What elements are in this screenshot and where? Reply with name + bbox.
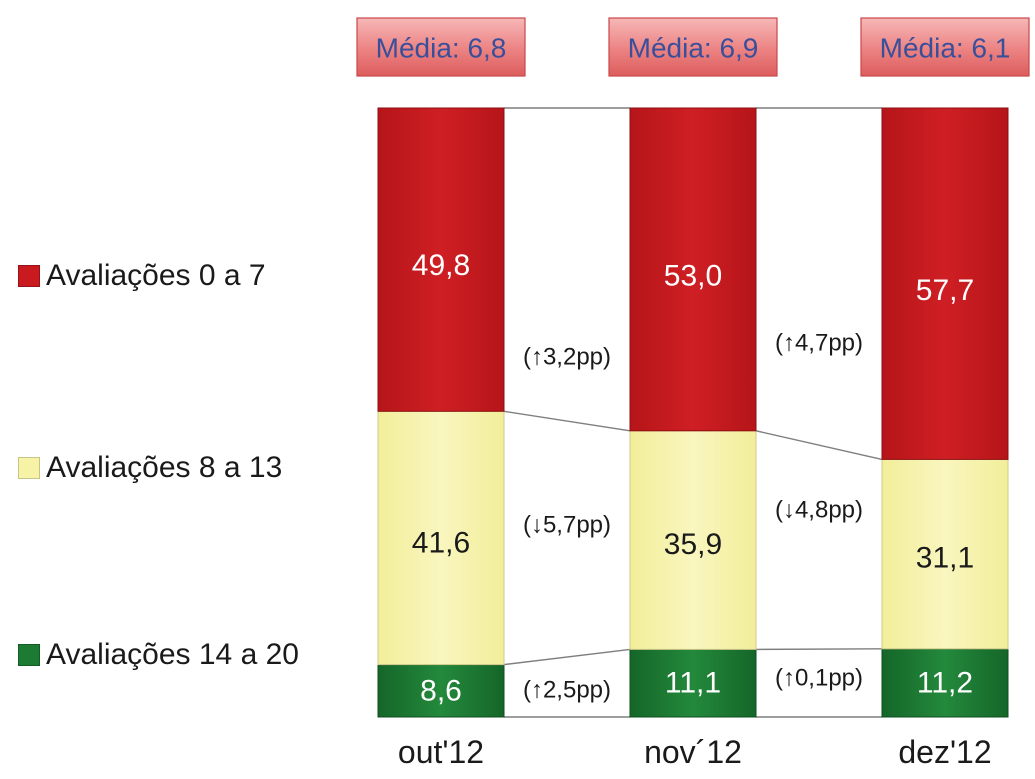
change-label-green-2: (↑0,1pp) — [775, 665, 863, 692]
bar-yellow-nov12 — [629, 430, 757, 650]
data-label-red-out12: 49,8 — [412, 249, 470, 282]
change-label-red-1: (↑3,2pp) — [523, 344, 611, 371]
mean-box-dez12 — [860, 17, 1030, 77]
x-tick-label-out12: out'12 — [398, 734, 484, 770]
connector-line — [755, 430, 883, 461]
change-label-red-2: (↑4,7pp) — [775, 330, 863, 357]
bar-green-nov12 — [629, 648, 757, 718]
x-tick-label-dez12: dez'12 — [898, 734, 991, 770]
legend-label-yellow: Avaliações 8 a 13 — [46, 451, 283, 484]
change-label-green-1: (↑2,5pp) — [523, 677, 611, 704]
data-label-red-nov12: 53,0 — [664, 259, 722, 292]
data-label-red-dez12: 57,7 — [916, 274, 974, 307]
bars — [356, 17, 1030, 718]
chart-text: 8,6 41,6 49,8 out'12 Média: 6,8 11,1 35,9 53,0 n… — [376, 33, 1011, 771]
legend-item-green: Avaliações 14 a 20 — [18, 638, 299, 672]
bar-yellow-dez12 — [881, 458, 1009, 650]
connector-line — [503, 648, 631, 666]
data-label-yellow-nov12: 35,9 — [664, 528, 722, 561]
legend-label-red: Avaliações 0 a 7 — [46, 259, 266, 292]
legend-item-yellow: Avaliações 8 a 13 — [18, 451, 282, 485]
x-tick-label-nov12: nov´12 — [644, 734, 742, 770]
data-label-green-dez12: 11,2 — [917, 666, 973, 699]
change-label-yellow-1: (↓5,7pp) — [523, 512, 611, 539]
connector-line — [503, 410, 631, 432]
legend-swatch-green — [18, 644, 40, 666]
legend-swatch-red — [18, 265, 40, 287]
bar-green-out12 — [377, 664, 505, 718]
change-label-yellow-2: (↓4,8pp) — [775, 497, 863, 524]
bar-red-dez12 — [881, 107, 1009, 460]
connector-line — [755, 648, 883, 651]
bar-red-out12 — [377, 107, 505, 412]
data-label-yellow-out12: 41,6 — [412, 527, 470, 560]
legend-item-red: Avaliações 0 a 7 — [18, 259, 266, 293]
data-label-green-nov12: 11,1 — [665, 667, 721, 700]
data-label-green-out12: 8,6 — [420, 674, 462, 707]
legend-swatch-yellow — [18, 457, 40, 479]
bar-yellow-out12 — [377, 410, 505, 666]
bar-green-dez12 — [881, 648, 1009, 718]
connector-lines — [503, 107, 883, 718]
mean-box-nov12 — [608, 17, 778, 77]
mean-box-out12 — [356, 17, 526, 77]
data-label-yellow-dez12: 31,1 — [916, 541, 974, 574]
mean-label-out12: Média: 6,8 — [376, 33, 507, 64]
bar-red-nov12 — [629, 107, 757, 432]
mean-label-dez12: Média: 6,1 — [880, 33, 1011, 64]
legend-label-green: Avaliações 14 a 20 — [46, 638, 299, 671]
mean-label-nov12: Média: 6,9 — [628, 33, 759, 64]
